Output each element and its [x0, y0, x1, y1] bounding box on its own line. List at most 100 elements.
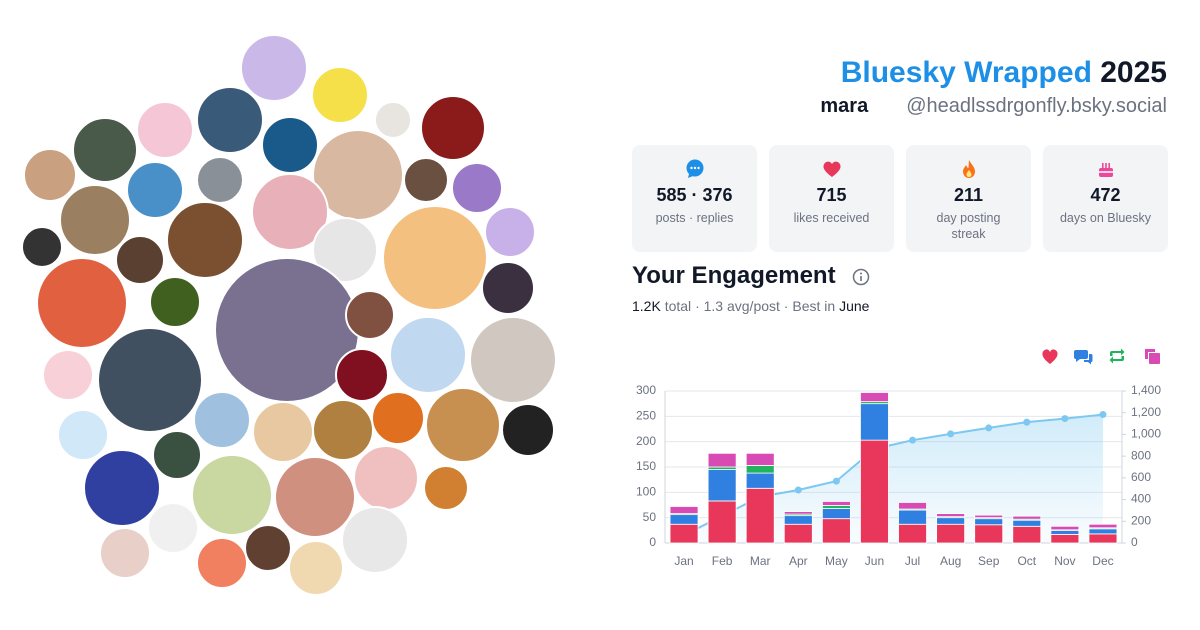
avatar[interactable]: [335, 348, 389, 402]
bar-segment: [860, 439, 889, 544]
avatar[interactable]: [23, 148, 77, 202]
avatar[interactable]: [374, 101, 412, 139]
avatar[interactable]: [196, 156, 244, 204]
line-point: [1061, 415, 1069, 423]
avatar[interactable]: [147, 502, 199, 554]
legend-icon: [1145, 349, 1160, 364]
avatar[interactable]: [371, 391, 425, 445]
summary-total-label: total: [664, 298, 692, 314]
bar-segment: [898, 509, 927, 525]
avatar[interactable]: [193, 391, 251, 449]
x-tick-label: Oct: [1017, 554, 1036, 568]
bar-segment: [898, 508, 927, 511]
title-brand: Bluesky Wrapped: [840, 56, 1092, 89]
avatar[interactable]: [288, 540, 344, 596]
avatar[interactable]: [353, 445, 419, 511]
avatar[interactable]: [451, 162, 503, 214]
avatar[interactable]: [251, 173, 329, 251]
x-tick-label: Sep: [978, 554, 1000, 568]
avatar[interactable]: [196, 537, 248, 589]
bar-segment: [745, 452, 775, 466]
avatar[interactable]: [136, 101, 194, 159]
avatar[interactable]: [126, 161, 184, 219]
bar-segment: [974, 524, 1004, 544]
info-icon[interactable]: [852, 268, 870, 286]
avatar[interactable]: [423, 465, 469, 511]
stat-label: day posting streak: [936, 211, 1001, 241]
bar-segment: [783, 523, 813, 544]
stat-card: 472 days on Bluesky: [1043, 145, 1168, 252]
avatar[interactable]: [481, 261, 535, 315]
avatar[interactable]: [469, 316, 557, 404]
avatar[interactable]: [261, 116, 319, 174]
y2-tick-label: 1,400: [1131, 383, 1161, 397]
avatar[interactable]: [484, 206, 536, 258]
avatar[interactable]: [83, 449, 161, 527]
avatar[interactable]: [312, 217, 378, 283]
stat-label: likes received: [793, 211, 870, 225]
bar-segment: [707, 466, 737, 470]
avatar[interactable]: [274, 456, 356, 538]
bar-segment: [1012, 525, 1042, 544]
bar-segment: [783, 511, 813, 515]
avatar[interactable]: [152, 430, 202, 480]
bar-segment: [1012, 519, 1042, 527]
avatar[interactable]: [311, 66, 369, 124]
avatar[interactable]: [312, 399, 374, 461]
avatar[interactable]: [341, 506, 409, 574]
line-point: [909, 436, 917, 444]
x-tick-label: May: [825, 554, 848, 568]
summary-total: 1.2K: [632, 298, 661, 314]
avatar[interactable]: [36, 257, 128, 349]
avatar[interactable]: [425, 387, 501, 463]
avatar[interactable]: [57, 409, 109, 461]
x-tick-label: Jun: [865, 554, 884, 568]
bar-segment: [936, 516, 966, 519]
avatar[interactable]: [99, 527, 151, 579]
cake-icon: [1098, 163, 1113, 177]
avatar[interactable]: [196, 86, 264, 154]
avatar[interactable]: [191, 454, 273, 536]
heart-icon: [822, 161, 841, 177]
stat-value: 715: [816, 185, 847, 205]
avatar[interactable]: [345, 290, 395, 340]
avatar[interactable]: [149, 276, 201, 328]
summary-average: 1.3 avg/post: [703, 298, 780, 314]
stat-label: posts · replies: [655, 211, 734, 225]
y-tick-label: 200: [636, 434, 656, 448]
summary-best-month: June: [839, 298, 870, 314]
avatar[interactable]: [115, 235, 165, 285]
bar-segment: [669, 523, 699, 544]
avatar[interactable]: [21, 226, 63, 268]
avatar[interactable]: [240, 34, 308, 102]
avatar[interactable]: [420, 95, 486, 161]
stat-label: days on Bluesky: [1059, 211, 1152, 225]
y-tick-label: 0: [649, 535, 656, 549]
avatar[interactable]: [59, 184, 131, 256]
avatar[interactable]: [389, 316, 467, 394]
bar-segment: [1088, 528, 1118, 535]
avatar[interactable]: [166, 201, 244, 279]
line-point: [947, 430, 955, 438]
section-title: Your Engagement: [632, 262, 836, 289]
avatar[interactable]: [403, 157, 449, 203]
avatar[interactable]: [382, 205, 488, 311]
avatar[interactable]: [72, 117, 138, 183]
bar-segment: [821, 501, 851, 506]
line-area: [684, 414, 1103, 543]
avatar[interactable]: [252, 401, 314, 463]
legend-icon: [1042, 349, 1058, 364]
bar-segment: [783, 513, 813, 517]
stat-value: 472: [1090, 185, 1121, 205]
line-point: [1099, 411, 1107, 419]
y2-tick-label: 800: [1131, 448, 1151, 462]
line-point: [794, 486, 802, 494]
bar-segment: [783, 515, 813, 525]
avatar[interactable]: [244, 524, 292, 572]
avatar[interactable]: [501, 403, 555, 457]
summary-best-label: Best in: [792, 298, 836, 314]
x-tick-label: Aug: [940, 554, 961, 568]
avatar[interactable]: [97, 327, 203, 433]
line-point: [756, 493, 764, 501]
avatar[interactable]: [42, 349, 94, 401]
